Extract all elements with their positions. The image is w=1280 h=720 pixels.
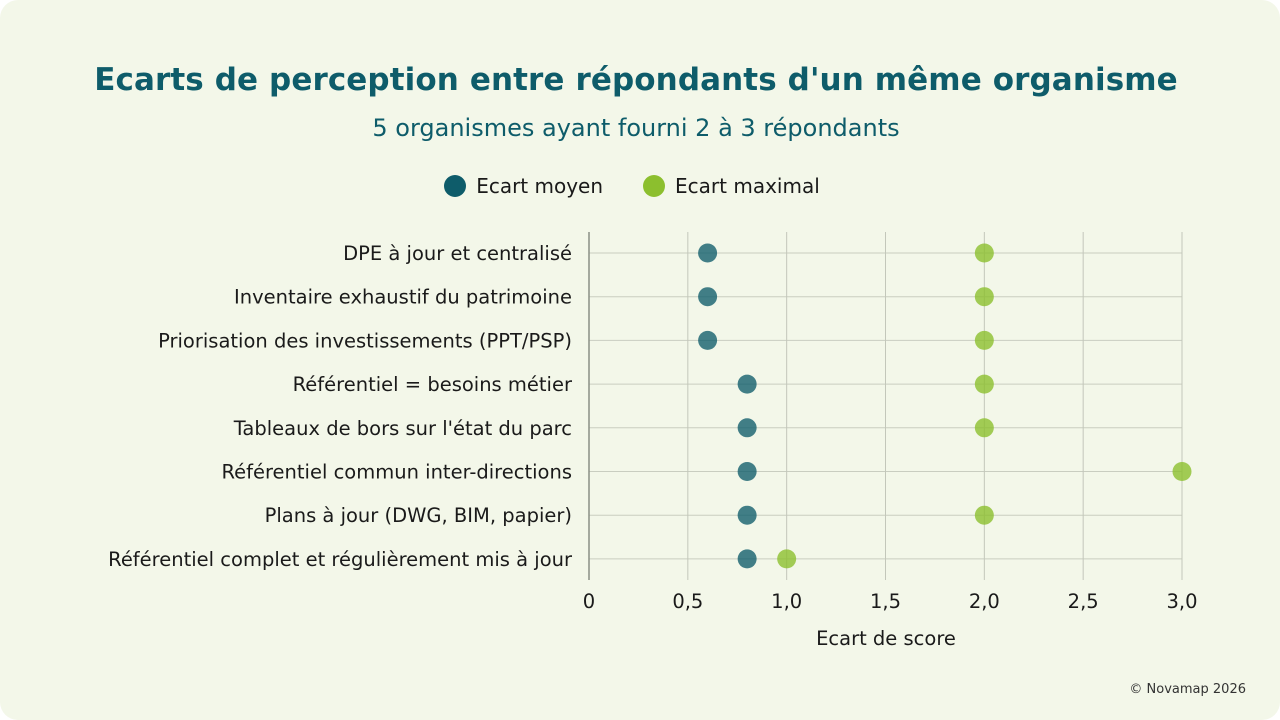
category-label: Référentiel complet et régulièrement mis… (108, 548, 573, 571)
legend-label-ecart-maximal: Ecart maximal (675, 174, 820, 198)
legend-item-ecart-maximal: Ecart maximal (643, 174, 820, 198)
point-ecart-maximal (974, 330, 994, 350)
category-label: Plans à jour (DWG, BIM, papier) (265, 504, 572, 527)
chart-subtitle: 5 organismes ayant fourni 2 à 3 répondan… (372, 114, 900, 142)
point-ecart-maximal (974, 505, 994, 525)
x-axis-title: Ecart de score (816, 627, 956, 650)
chart-legend: Ecart moyen Ecart maximal (0, 174, 1264, 198)
point-ecart-moyen (698, 330, 718, 350)
x-tick-label: 1,5 (870, 590, 901, 613)
point-ecart-maximal (1172, 462, 1192, 481)
x-tick-label: 3,0 (1166, 590, 1197, 613)
legend-marker-ecart-maximal (643, 175, 666, 197)
x-tick-label: 2,0 (969, 590, 1000, 613)
legend-marker-ecart-moyen (444, 175, 467, 197)
x-tick-label: 1,0 (771, 590, 802, 613)
point-ecart-maximal (974, 243, 994, 263)
x-tick-label: 2,5 (1068, 590, 1099, 613)
point-ecart-moyen (737, 505, 757, 525)
category-label: DPE à jour et centralisé (343, 242, 572, 265)
point-ecart-moyen (737, 462, 757, 481)
x-tick-label: 0,5 (672, 590, 703, 613)
legend-label-ecart-moyen: Ecart moyen (476, 174, 604, 198)
x-tick-label: 0 (583, 590, 595, 613)
chart-title: Ecarts de perception entre répondants d'… (94, 62, 1178, 98)
point-ecart-maximal (974, 418, 994, 438)
point-ecart-maximal (777, 549, 797, 569)
legend-item-ecart-moyen: Ecart moyen (444, 174, 603, 198)
category-label: Inventaire exhaustif du patrimoine (234, 286, 572, 309)
point-ecart-moyen (737, 374, 757, 394)
copyright-footer: © Novamap 2026 (1129, 682, 1246, 697)
point-ecart-maximal (974, 374, 994, 394)
point-ecart-maximal (974, 287, 994, 307)
category-label: Référentiel = besoins métier (293, 373, 573, 396)
point-ecart-moyen (737, 418, 757, 438)
category-label: Référentiel commun inter-directions (221, 461, 572, 484)
point-ecart-moyen (737, 549, 757, 569)
category-label: Priorisation des investissements (PPT/PS… (158, 329, 572, 352)
point-ecart-moyen (698, 243, 718, 263)
category-label: Tableaux de bors sur l'état du parc (233, 417, 572, 440)
point-ecart-moyen (698, 287, 718, 307)
